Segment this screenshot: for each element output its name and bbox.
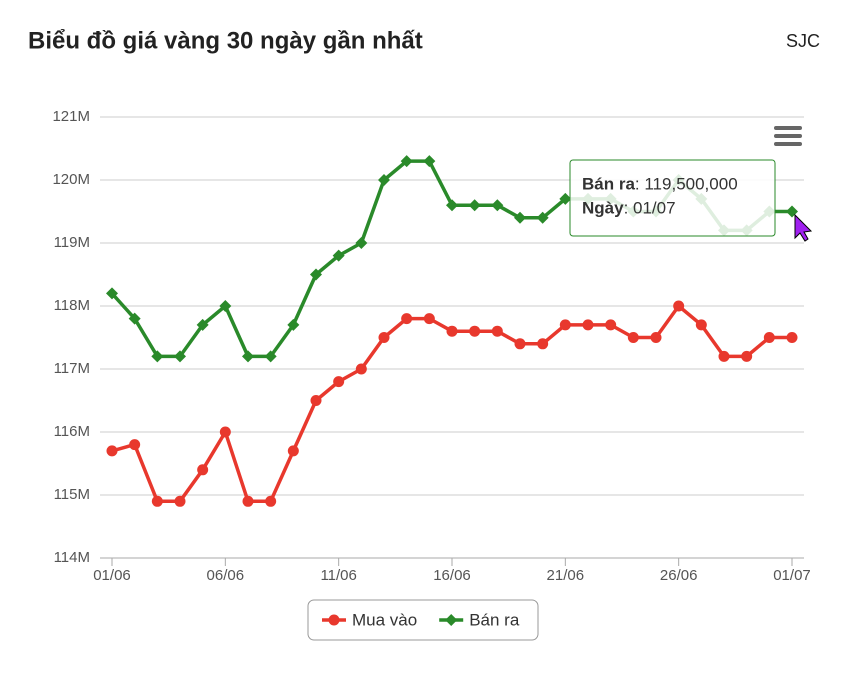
point bbox=[219, 426, 231, 438]
point bbox=[536, 211, 549, 224]
point bbox=[151, 350, 164, 363]
point bbox=[128, 312, 141, 325]
point bbox=[605, 319, 617, 331]
chart-title: Biểu đồ giá vàng 30 ngày gần nhất bbox=[28, 27, 423, 54]
point bbox=[378, 174, 390, 186]
point bbox=[287, 445, 299, 457]
legend: Mua vào Bán ra bbox=[307, 599, 539, 641]
point bbox=[627, 332, 639, 343]
point bbox=[106, 287, 118, 300]
point bbox=[491, 325, 503, 337]
point bbox=[219, 300, 232, 312]
point bbox=[718, 350, 730, 362]
point bbox=[328, 614, 340, 626]
x-tick-label: 01/07 bbox=[773, 567, 811, 584]
x-tick-label: 26/06 bbox=[660, 567, 698, 584]
point bbox=[445, 614, 458, 626]
point bbox=[673, 300, 685, 312]
point bbox=[469, 325, 481, 337]
point bbox=[174, 350, 186, 363]
point bbox=[242, 350, 254, 363]
point bbox=[151, 495, 163, 507]
tooltip-key: Ngày bbox=[582, 198, 624, 217]
point bbox=[333, 376, 345, 388]
y-tick-label: 120M bbox=[52, 171, 90, 188]
tooltip-key: Bán ra bbox=[582, 174, 635, 193]
y-tick-label: 116M bbox=[54, 423, 90, 440]
legend-label: Mua vào bbox=[352, 610, 417, 629]
x-tick-label: 06/06 bbox=[207, 567, 245, 584]
x-tick-label: 11/06 bbox=[320, 567, 356, 584]
tooltip: Bán ra: 119,500,000 Ngày: 01/07 bbox=[569, 159, 776, 237]
y-tick-label: 119M bbox=[54, 234, 90, 251]
point bbox=[514, 211, 526, 224]
point bbox=[355, 363, 367, 375]
point bbox=[446, 325, 458, 337]
point bbox=[264, 350, 277, 363]
y-tick-label: 115M bbox=[54, 486, 90, 503]
point bbox=[310, 268, 322, 281]
point bbox=[401, 313, 413, 325]
point bbox=[287, 318, 300, 331]
point bbox=[355, 237, 368, 249]
point bbox=[559, 319, 571, 331]
point bbox=[265, 495, 277, 507]
y-tick-label: 114M bbox=[54, 549, 90, 566]
tooltip-value: : 01/07 bbox=[624, 198, 676, 217]
point bbox=[468, 199, 481, 212]
point bbox=[695, 319, 707, 331]
point bbox=[174, 495, 186, 507]
x-tick-label: 21/06 bbox=[547, 567, 585, 584]
point bbox=[582, 319, 594, 331]
point bbox=[242, 495, 254, 507]
x-tick-label: 01/06 bbox=[93, 567, 131, 584]
point bbox=[559, 192, 572, 205]
point bbox=[106, 445, 118, 457]
y-tick-label: 117M bbox=[54, 360, 90, 377]
menu-button[interactable] bbox=[774, 126, 802, 146]
legend-label: Bán ra bbox=[469, 610, 520, 629]
point bbox=[196, 318, 209, 331]
point bbox=[514, 338, 526, 350]
point bbox=[741, 350, 753, 362]
point bbox=[310, 395, 322, 406]
y-tick-label: 121M bbox=[52, 108, 90, 125]
point bbox=[786, 332, 798, 343]
point bbox=[197, 464, 209, 476]
point bbox=[332, 249, 345, 262]
tooltip-box bbox=[569, 159, 776, 237]
point bbox=[378, 332, 390, 343]
point bbox=[650, 332, 662, 343]
y-tick-label: 118M bbox=[54, 297, 90, 314]
tooltip-value: : 119,500,000 bbox=[635, 174, 738, 193]
point bbox=[423, 313, 435, 325]
point bbox=[446, 199, 458, 212]
point bbox=[400, 155, 413, 168]
point bbox=[129, 439, 141, 451]
x-tick-label: 16/06 bbox=[433, 567, 471, 584]
point bbox=[763, 332, 775, 343]
point bbox=[537, 338, 549, 350]
point bbox=[423, 155, 436, 168]
point bbox=[491, 199, 504, 212]
legend-box bbox=[307, 599, 539, 641]
subtitle: SJC bbox=[786, 31, 820, 51]
cursor bbox=[794, 213, 813, 242]
